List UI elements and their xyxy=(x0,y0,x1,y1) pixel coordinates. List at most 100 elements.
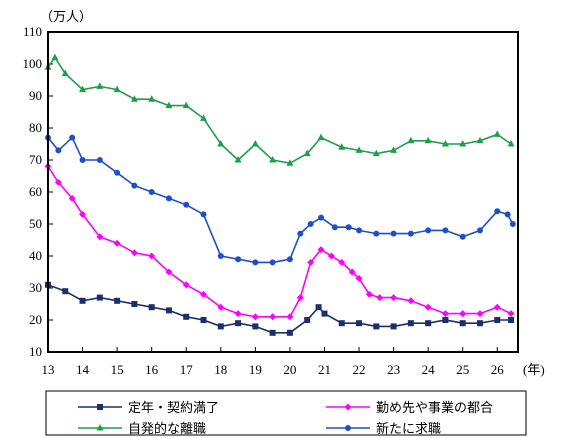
series-4-point xyxy=(252,259,259,266)
series-4-point xyxy=(345,224,352,231)
series-1-point xyxy=(235,320,242,327)
series-1-point xyxy=(321,310,328,317)
y-tick-label: 10 xyxy=(29,344,42,359)
series-4-point xyxy=(509,221,516,227)
series-1-point xyxy=(217,323,224,330)
series-4-point xyxy=(235,256,242,263)
series-2-point xyxy=(54,178,62,186)
series-1-point xyxy=(131,301,138,307)
series-1-point xyxy=(200,317,207,323)
series-2-point xyxy=(113,239,121,247)
series-3-point xyxy=(476,136,484,144)
y-tick-label: 50 xyxy=(29,216,42,231)
series-2-point xyxy=(493,303,501,311)
series-4-point xyxy=(504,211,511,218)
series-1-point xyxy=(356,320,363,327)
series-2-point xyxy=(182,281,190,289)
series-2-point xyxy=(365,290,373,298)
x-tick-label: 20 xyxy=(283,362,296,377)
y-tick-label: 70 xyxy=(29,152,42,167)
series-2-point xyxy=(68,194,76,202)
series-3-point xyxy=(200,114,208,121)
series-1-point xyxy=(286,329,293,336)
x-tick-label: 26 xyxy=(491,362,505,377)
series-1-point xyxy=(79,297,86,304)
series-3-point xyxy=(148,95,156,102)
series-4-point xyxy=(114,169,121,176)
series-1-point xyxy=(148,304,155,311)
series-1-point xyxy=(390,323,397,330)
series-3-point xyxy=(165,101,173,109)
series-1-point xyxy=(315,304,322,311)
x-tick-label: 18 xyxy=(214,362,227,377)
series-3-point xyxy=(61,69,69,77)
series-2-point xyxy=(355,274,363,282)
series-3-point xyxy=(182,101,190,109)
series-1-point xyxy=(476,320,483,327)
series-2-point xyxy=(79,210,87,218)
series-3-point xyxy=(459,140,467,147)
x-tick-label: 19 xyxy=(249,362,262,377)
series-1-point xyxy=(114,297,121,304)
y-tick-label: 30 xyxy=(29,280,42,295)
series-3-point xyxy=(424,136,432,144)
series-4-point xyxy=(96,157,103,163)
series-2-point xyxy=(148,252,156,260)
legend-swatch-marker xyxy=(97,404,103,410)
series-4-point xyxy=(148,189,155,195)
series-2-point xyxy=(317,246,325,254)
series-2-point xyxy=(476,310,484,318)
series-3-point xyxy=(317,133,325,141)
series-1-point xyxy=(269,329,276,336)
y-tick-label: 80 xyxy=(29,120,42,135)
legend-label: 勤め先や事業の都合 xyxy=(376,400,493,415)
series-3-point xyxy=(113,85,121,93)
series-4-point xyxy=(69,134,76,141)
series-2-point xyxy=(507,310,515,318)
series-2-point xyxy=(251,313,259,321)
series-layer xyxy=(44,53,516,336)
series-3-point xyxy=(130,95,138,102)
series-1-point xyxy=(442,317,449,323)
series-2-point xyxy=(407,297,415,305)
series-1-point xyxy=(338,320,345,327)
series-3-line xyxy=(47,56,512,165)
series-2-point xyxy=(424,303,432,311)
legend-swatch-marker xyxy=(345,425,351,431)
x-tick-label: 13 xyxy=(42,362,55,377)
series-4-point xyxy=(494,208,501,215)
legend-label: 新たに求職 xyxy=(376,421,441,436)
series-4-point xyxy=(79,157,86,163)
series-4-point xyxy=(476,227,483,234)
y-tick-label: 110 xyxy=(23,24,42,39)
series-4-point xyxy=(200,211,207,218)
series-1 xyxy=(45,281,515,336)
series-2-point xyxy=(338,258,346,266)
x-unit-label: (年) xyxy=(523,362,545,377)
series-1-point xyxy=(425,320,432,327)
series-1-point xyxy=(62,288,69,295)
series-3-point xyxy=(51,53,59,61)
legend-label: 定年・契約満了 xyxy=(128,400,219,415)
series-4-point xyxy=(131,182,138,189)
series-4-point xyxy=(297,230,304,237)
series-1-point xyxy=(96,294,103,301)
axis-layer: 10 20 30 40 50 60 70 80 90 100 110 13 14 15 16 17 18 19 20… xyxy=(23,24,505,377)
series-3-point xyxy=(441,140,449,147)
series-2 xyxy=(44,162,515,321)
series-2-point xyxy=(390,294,398,302)
plot-frame xyxy=(47,31,519,353)
series-4-point xyxy=(307,221,314,227)
series-1-point xyxy=(508,317,515,323)
series-4-point xyxy=(373,230,380,237)
series-4-point xyxy=(217,253,224,259)
legend-swatch-marker xyxy=(344,403,352,411)
series-3-point xyxy=(493,130,501,137)
legend-box xyxy=(45,390,527,436)
x-tick-label: 15 xyxy=(111,362,124,377)
series-4-point xyxy=(442,227,449,234)
series-4-point xyxy=(286,256,293,263)
series-1-point xyxy=(165,307,172,314)
series-3-point xyxy=(338,143,346,150)
